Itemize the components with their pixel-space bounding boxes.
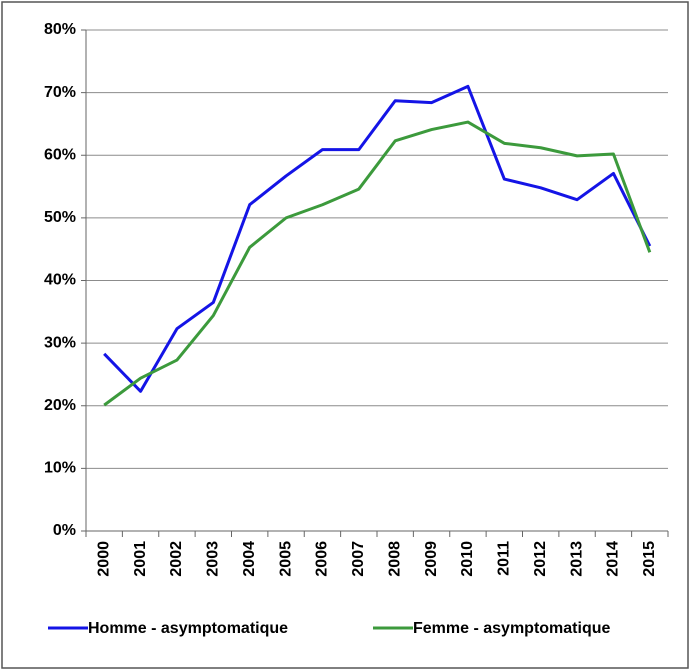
y-tick-label: 50%: [44, 209, 76, 226]
y-tick-label: 80%: [44, 21, 76, 38]
x-tick-label: 2002: [168, 541, 185, 577]
x-tick-label: 2004: [241, 541, 258, 577]
y-tick-label: 40%: [44, 272, 76, 289]
y-tick-label: 0%: [53, 522, 76, 539]
x-tick-label: 2014: [605, 541, 622, 577]
x-tick-label: 2009: [423, 541, 440, 577]
x-tick-label: 2012: [532, 541, 549, 577]
x-tick-label: 2015: [641, 541, 658, 577]
y-tick-label: 20%: [44, 397, 76, 414]
x-tick-label: 2003: [205, 541, 222, 577]
legend-label: Femme - asymptomatique: [413, 620, 610, 637]
y-tick-label: 30%: [44, 334, 76, 351]
data-line: [103, 120, 652, 407]
x-tick-label: 2005: [277, 541, 294, 577]
x-tick-label: 2010: [459, 541, 476, 577]
x-tick-label: 2013: [568, 541, 585, 577]
x-tick-label: 2008: [386, 541, 403, 577]
x-tick-label: 2000: [95, 541, 112, 577]
y-tick-label: 70%: [44, 84, 76, 101]
y-tick-label: 10%: [44, 460, 76, 477]
x-tick-label: 2006: [314, 541, 331, 577]
x-tick-label: 2011: [496, 541, 513, 576]
data-line: [103, 84, 652, 393]
y-tick-label: 60%: [44, 146, 76, 163]
x-tick-label: 2001: [132, 541, 149, 577]
legend-label: Homme - asymptomatique: [88, 620, 288, 637]
x-tick-label: 2007: [350, 541, 367, 577]
